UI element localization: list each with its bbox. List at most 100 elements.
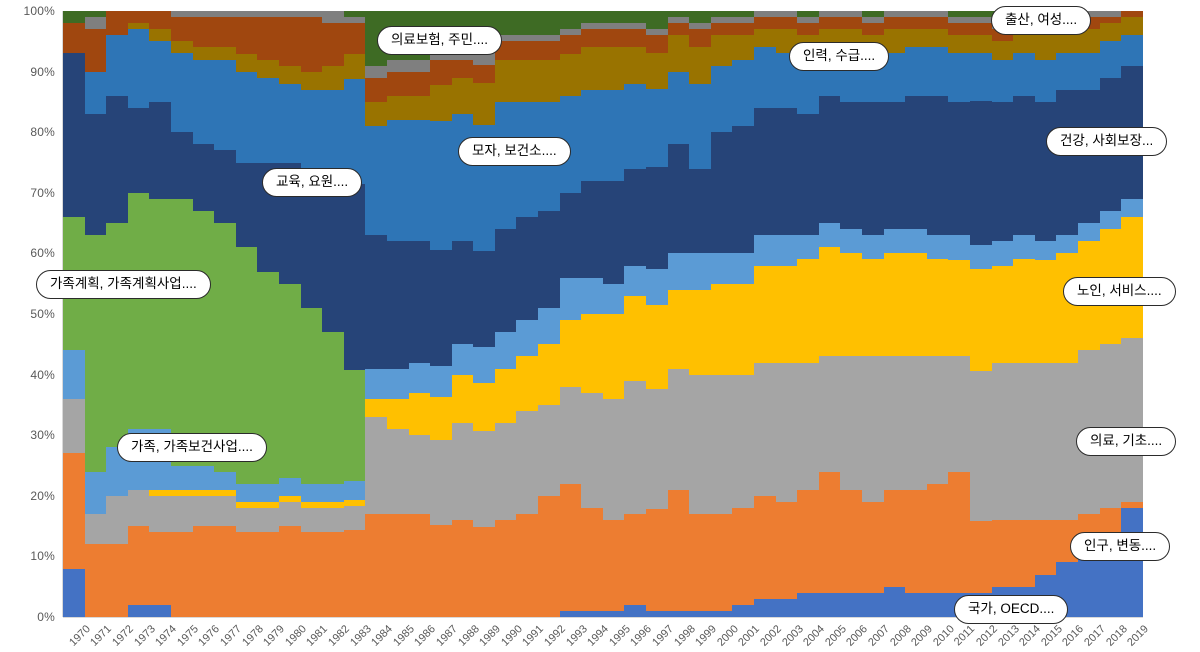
callout-geongang[interactable]: 건강, 사회보장... bbox=[1046, 127, 1168, 156]
column-segment[interactable] bbox=[343, 23, 366, 55]
column-segment[interactable] bbox=[214, 489, 236, 496]
column-segment[interactable] bbox=[883, 17, 906, 30]
column-segment[interactable] bbox=[775, 17, 798, 30]
column-segment[interactable] bbox=[926, 235, 949, 260]
column-segment[interactable] bbox=[451, 241, 474, 345]
column-segment[interactable] bbox=[624, 265, 647, 296]
column-segment[interactable] bbox=[386, 429, 409, 514]
column-segment[interactable] bbox=[149, 29, 171, 42]
column-segment[interactable] bbox=[1121, 35, 1143, 66]
column-segment[interactable] bbox=[127, 526, 150, 605]
column-segment[interactable] bbox=[883, 489, 906, 587]
column-segment[interactable] bbox=[451, 423, 474, 521]
column-segment[interactable] bbox=[63, 453, 85, 569]
column-segment[interactable] bbox=[192, 211, 215, 466]
column-segment[interactable] bbox=[732, 59, 754, 127]
column-segment[interactable] bbox=[1099, 211, 1122, 230]
stacked-column[interactable] bbox=[1121, 11, 1143, 617]
column-segment[interactable] bbox=[300, 168, 323, 308]
column-segment[interactable] bbox=[689, 47, 711, 84]
stacked-column[interactable] bbox=[63, 11, 85, 617]
column-segment[interactable] bbox=[473, 251, 495, 347]
column-segment[interactable] bbox=[602, 89, 625, 181]
column-segment[interactable] bbox=[948, 471, 970, 593]
column-segment[interactable] bbox=[322, 174, 344, 333]
column-segment[interactable] bbox=[948, 259, 970, 357]
column-segment[interactable] bbox=[732, 253, 754, 284]
column-segment[interactable] bbox=[451, 77, 474, 115]
column-segment[interactable] bbox=[926, 47, 949, 96]
column-segment[interactable] bbox=[581, 180, 603, 278]
column-segment[interactable] bbox=[948, 101, 970, 236]
column-segment[interactable] bbox=[84, 544, 107, 617]
column-segment[interactable] bbox=[538, 211, 560, 308]
column-segment[interactable] bbox=[926, 11, 949, 18]
column-segment[interactable] bbox=[1034, 59, 1057, 102]
column-segment[interactable] bbox=[516, 35, 539, 42]
column-segment[interactable] bbox=[602, 398, 625, 521]
column-segment[interactable] bbox=[754, 17, 776, 30]
column-segment[interactable] bbox=[646, 35, 668, 54]
callout-illyeok-sugeup[interactable]: 인력, 수급.... bbox=[789, 42, 890, 71]
column-segment[interactable] bbox=[538, 307, 560, 345]
column-segment[interactable] bbox=[84, 114, 107, 236]
stacked-column[interactable] bbox=[257, 11, 279, 617]
column-segment[interactable] bbox=[948, 356, 970, 472]
column-segment[interactable] bbox=[343, 505, 366, 531]
column-segment[interactable] bbox=[494, 59, 517, 102]
column-segment[interactable] bbox=[754, 598, 776, 617]
column-segment[interactable] bbox=[1013, 235, 1035, 260]
column-segment[interactable] bbox=[883, 356, 906, 490]
column-segment[interactable] bbox=[754, 47, 776, 108]
stacked-column[interactable] bbox=[667, 11, 690, 617]
column-segment[interactable] bbox=[646, 11, 668, 30]
column-segment[interactable] bbox=[969, 371, 992, 521]
column-segment[interactable] bbox=[365, 398, 387, 418]
column-segment[interactable] bbox=[602, 283, 625, 315]
column-segment[interactable] bbox=[365, 368, 387, 399]
column-segment[interactable] bbox=[278, 526, 301, 617]
column-segment[interactable] bbox=[948, 35, 970, 54]
column-segment[interactable] bbox=[365, 235, 387, 369]
column-segment[interactable] bbox=[538, 59, 560, 102]
column-segment[interactable] bbox=[322, 23, 344, 66]
column-segment[interactable] bbox=[710, 514, 733, 611]
column-segment[interactable] bbox=[278, 83, 301, 163]
stacked-column[interactable] bbox=[581, 11, 603, 617]
column-segment[interactable] bbox=[818, 471, 841, 593]
column-segment[interactable] bbox=[235, 17, 258, 54]
column-segment[interactable] bbox=[214, 17, 236, 48]
column-segment[interactable] bbox=[646, 509, 668, 611]
column-segment[interactable] bbox=[624, 11, 647, 24]
column-segment[interactable] bbox=[667, 610, 690, 617]
column-segment[interactable] bbox=[861, 235, 884, 260]
column-segment[interactable] bbox=[559, 11, 582, 30]
column-segment[interactable] bbox=[646, 611, 668, 617]
column-segment[interactable] bbox=[797, 11, 819, 18]
column-segment[interactable] bbox=[149, 604, 171, 617]
column-segment[interactable] bbox=[926, 259, 949, 357]
stacked-column[interactable] bbox=[365, 11, 387, 617]
column-segment[interactable] bbox=[969, 53, 992, 102]
column-segment[interactable] bbox=[538, 11, 560, 36]
column-segment[interactable] bbox=[754, 265, 776, 363]
column-segment[interactable] bbox=[840, 229, 862, 254]
stacked-column[interactable] bbox=[386, 11, 409, 617]
column-segment[interactable] bbox=[430, 525, 452, 617]
column-segment[interactable] bbox=[343, 369, 366, 481]
column-segment[interactable] bbox=[516, 41, 539, 60]
stacked-column[interactable] bbox=[905, 11, 927, 617]
column-segment[interactable] bbox=[667, 144, 690, 254]
stacked-column[interactable] bbox=[84, 11, 107, 617]
column-segment[interactable] bbox=[732, 23, 754, 36]
column-segment[interactable] bbox=[386, 71, 409, 96]
column-segment[interactable] bbox=[926, 483, 949, 593]
column-segment[interactable] bbox=[905, 17, 927, 30]
column-segment[interactable] bbox=[775, 265, 798, 363]
column-segment[interactable] bbox=[214, 150, 236, 224]
column-segment[interactable] bbox=[386, 398, 409, 430]
column-segment[interactable] bbox=[84, 71, 107, 115]
column-segment[interactable] bbox=[689, 29, 711, 48]
column-segment[interactable] bbox=[430, 439, 452, 526]
stacked-column[interactable] bbox=[1099, 11, 1122, 617]
